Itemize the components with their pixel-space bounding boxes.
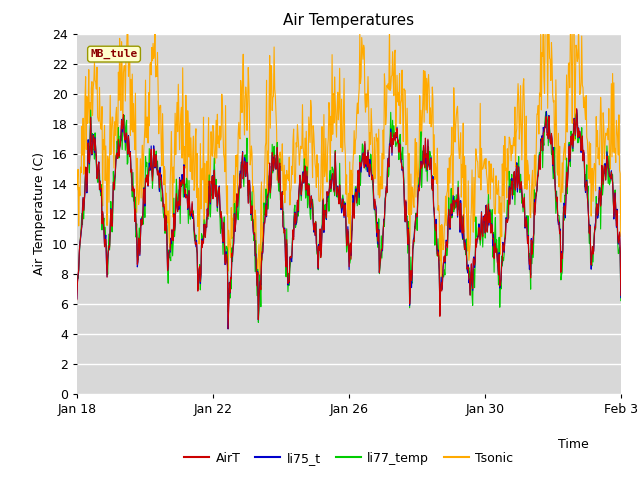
Y-axis label: Air Temperature (C): Air Temperature (C): [33, 152, 46, 275]
Legend: AirT, li75_t, li77_temp, Tsonic: AirT, li75_t, li77_temp, Tsonic: [179, 447, 518, 469]
Text: Time: Time: [558, 438, 589, 451]
Title: Air Temperatures: Air Temperatures: [284, 13, 414, 28]
Text: MB_tule: MB_tule: [90, 49, 138, 59]
